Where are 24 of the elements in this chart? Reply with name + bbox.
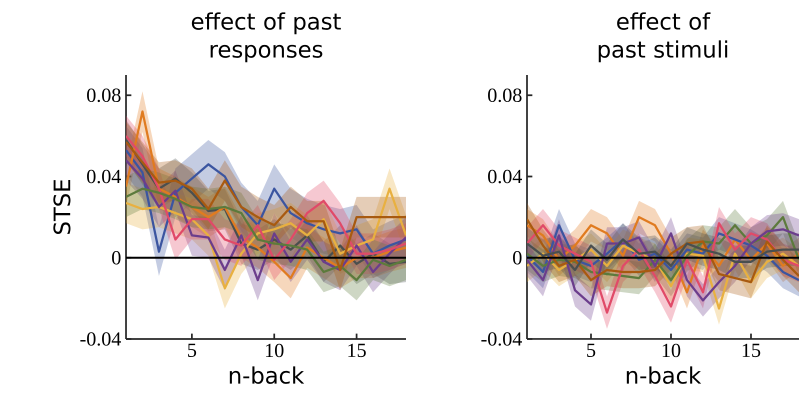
x-tick-label: 15 — [348, 344, 366, 358]
y-tick-label: 0.08 — [488, 88, 522, 102]
x-tick-label: 5 — [587, 344, 596, 357]
line-series — [126, 159, 406, 282]
y-tick-label: 0.08 — [87, 88, 121, 102]
line-series — [126, 148, 406, 255]
y-tick-label: 0.04 — [488, 170, 522, 184]
x-axis-title: n-back — [626, 366, 702, 384]
x-tick-label: 10 — [266, 344, 284, 358]
x-axis-title: n-back — [230, 366, 304, 384]
y-tick-label: 0 — [513, 251, 522, 264]
y-tick-label: -0.04 — [481, 332, 522, 346]
y-tick-label: -0.04 — [80, 332, 121, 346]
y-tick-label: 0 — [112, 251, 121, 264]
x-tick-label: 15 — [742, 344, 760, 358]
x-tick-label: 5 — [188, 344, 196, 357]
line-series — [527, 238, 799, 272]
chart-title: effect of past responses — [192, 12, 341, 62]
y-axis-title: STSE — [53, 180, 70, 234]
x-tick-label: 10 — [662, 344, 680, 358]
line-series — [527, 228, 799, 306]
line-series — [527, 244, 799, 310]
chart-title: effect of past stimuli — [598, 12, 728, 62]
y-tick-label: 0.04 — [87, 170, 121, 184]
